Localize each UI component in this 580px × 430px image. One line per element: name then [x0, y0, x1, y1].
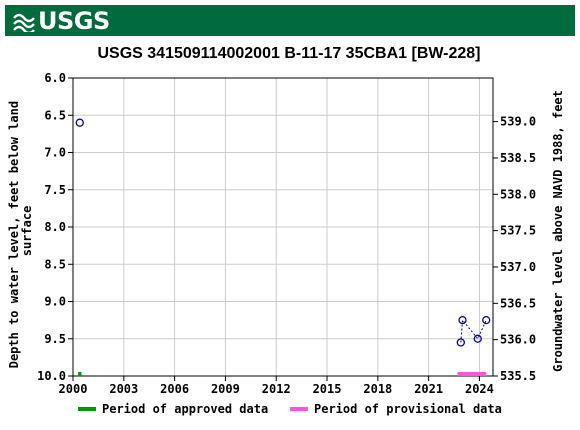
y-tick-label-right: 535.5	[500, 369, 536, 383]
y-tick-label-left: 8.0	[44, 220, 66, 234]
y-tick-label-left: 7.0	[44, 146, 66, 160]
usgs-header-bar: USGS	[5, 5, 575, 36]
legend-swatch	[78, 407, 96, 411]
y-tick-label-left: 9.5	[44, 332, 66, 346]
y-axis-label-left-line2: surface	[20, 206, 34, 257]
data-point	[458, 315, 467, 325]
y-tick-label-right: 537.5	[500, 224, 536, 238]
x-tick-label: 2021	[414, 382, 443, 396]
y-tick-label-left: 10.0	[37, 369, 66, 383]
period-bar-provisional	[457, 372, 487, 376]
x-tick-label: 2012	[262, 382, 291, 396]
series-line	[460, 318, 487, 343]
period-bars	[78, 372, 487, 376]
y-axis-label-left: Depth to water level, feet below land su…	[7, 94, 34, 369]
legend-swatch	[290, 407, 308, 411]
x-tick-label: 2006	[160, 382, 189, 396]
axis-ticks: 2000 2003 2006 2009 2012 2015 2018 2021 2024 6.0 6…	[37, 71, 536, 396]
y-tick-label-left: 6.5	[44, 108, 66, 122]
y-tick-label-left: 8.5	[44, 257, 66, 271]
usgs-wave-icon	[13, 13, 35, 32]
y-tick-label-left: 6.0	[44, 71, 66, 85]
x-tick-label: 2024	[465, 382, 494, 396]
data-point	[75, 118, 84, 127]
grid	[73, 78, 493, 376]
y-tick-label-right: 538.0	[500, 187, 536, 201]
legend-label: Period of provisional data	[314, 402, 502, 416]
data-point	[482, 315, 491, 325]
legend: Period of approved data Period of provisi…	[78, 402, 502, 416]
y-tick-label-right: 538.5	[500, 151, 536, 165]
usgs-logo-text: USGS	[38, 7, 110, 35]
y-axis-label-right: Groundwater level above NAVD 1988, feet	[551, 90, 565, 372]
data-point	[456, 338, 465, 347]
x-tick-label: 2009	[211, 382, 240, 396]
chart-title: USGS 341509114002001 B-11-17 35CBA1 [BW-…	[97, 45, 480, 62]
data-series	[75, 118, 491, 347]
y-tick-label-right: 536.5	[500, 296, 536, 310]
x-tick-label: 2018	[363, 382, 392, 396]
y-tick-label-right: 539.0	[500, 115, 536, 129]
legend-label: Period of approved data	[102, 402, 268, 416]
y-tick-label-right: 536.0	[500, 333, 536, 347]
period-bar-approved	[78, 372, 82, 376]
y-tick-label-right: 537.0	[500, 260, 536, 274]
x-tick-label: 2003	[109, 382, 138, 396]
y-axis-label-left-line1: Depth to water level, feet below land	[7, 101, 21, 368]
data-point	[473, 334, 482, 343]
x-tick-label: 2000	[59, 382, 88, 396]
y-tick-label-left: 9.0	[44, 295, 66, 309]
y-tick-label-left: 7.5	[44, 183, 66, 197]
x-tick-label: 2015	[313, 382, 342, 396]
